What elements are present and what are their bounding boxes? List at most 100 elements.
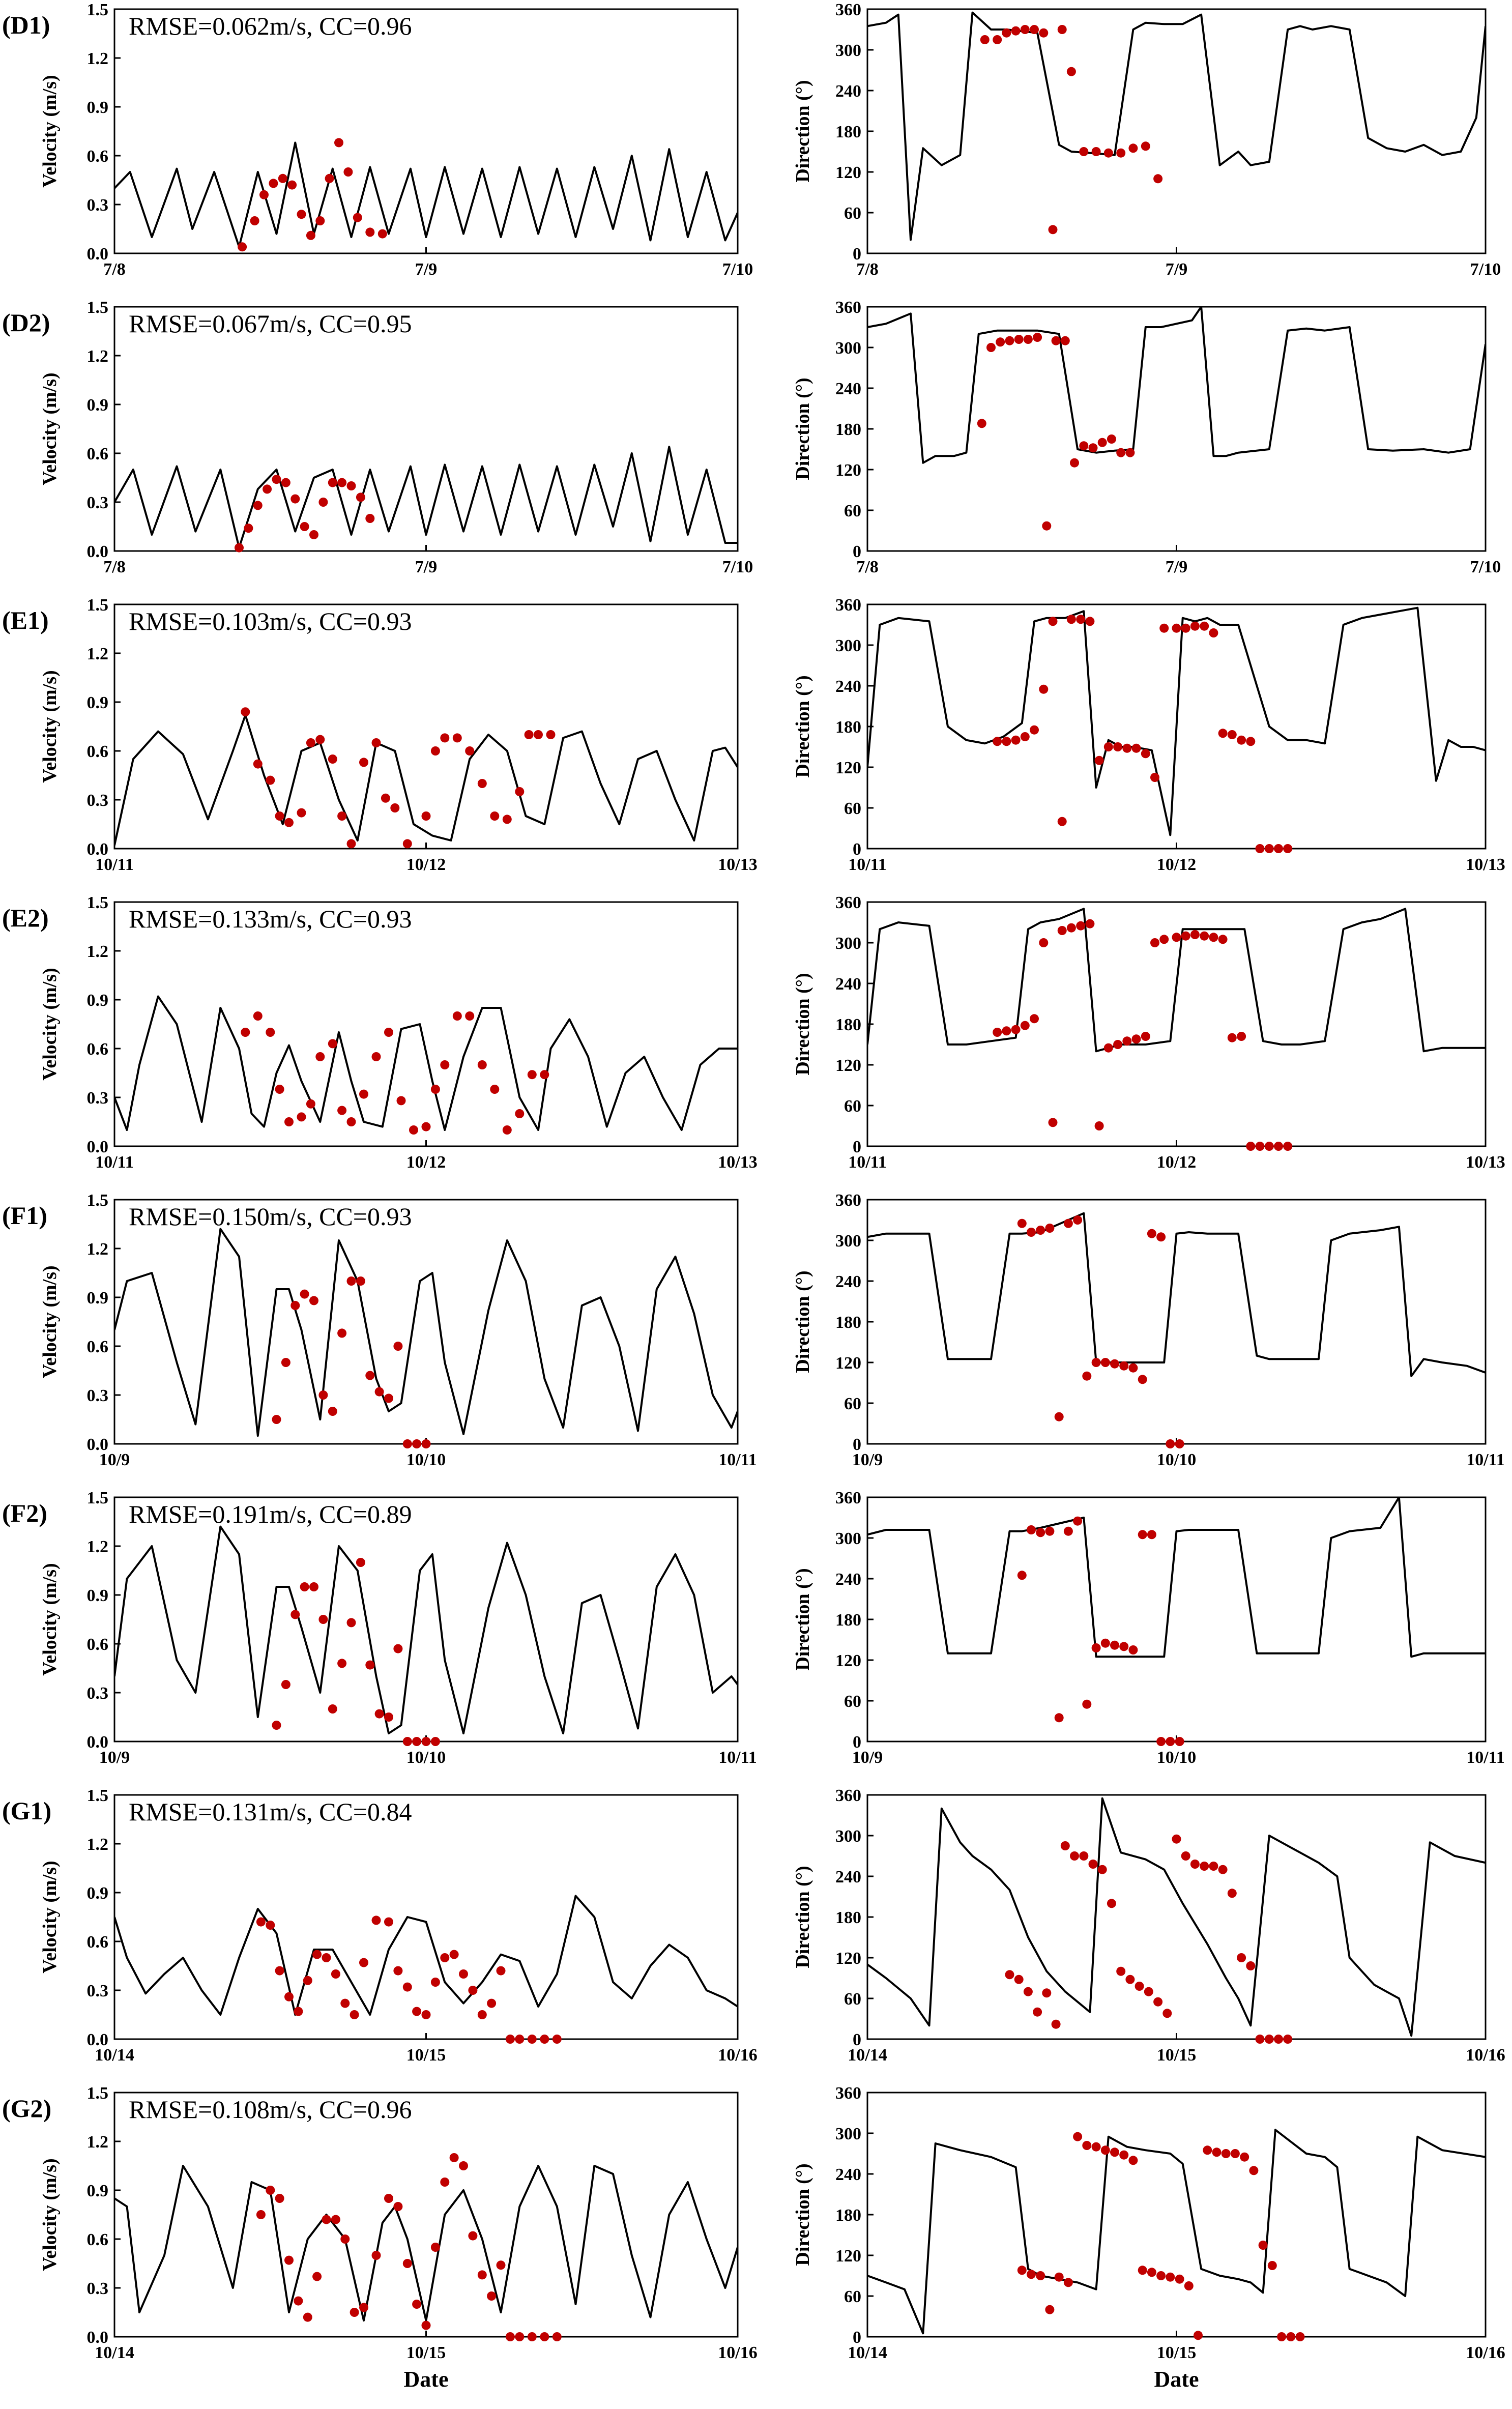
- observed-point: [284, 818, 294, 827]
- panel-F2-direction: 0 60 120 180 240 300 360 10/9 10/10 10/11 Directio…: [792, 1489, 1505, 1767]
- panel-E1-velocity: 0.0 0.3 0.6 0.9 1.2 1.5 10/11 10/12 10/13 Velocit…: [2, 596, 758, 874]
- observed-point: [1023, 335, 1033, 344]
- observed-point: [337, 1106, 347, 1115]
- y-tick-label: 240: [835, 1570, 861, 1589]
- observed-point: [253, 1011, 263, 1021]
- observed-point: [1110, 1359, 1119, 1369]
- observed-point: [1240, 2152, 1249, 2162]
- observed-point: [346, 481, 356, 490]
- y-tick-label: 60: [844, 1990, 861, 2009]
- observed-point: [312, 1950, 322, 1959]
- observed-point: [359, 1958, 368, 1967]
- observed-point: [1277, 2332, 1287, 2341]
- x-tick-label: 10/12: [406, 855, 446, 874]
- y-tick-label: 300: [835, 339, 861, 358]
- observed-point: [281, 1358, 290, 1367]
- observed-point: [534, 730, 543, 739]
- observed-point: [1113, 1040, 1123, 1049]
- observed-point: [1073, 1516, 1083, 1526]
- y-tick-label: 1.2: [87, 645, 109, 663]
- observed-point: [1246, 1961, 1256, 1970]
- y-tick-label: 0: [853, 1138, 861, 1156]
- observed-point: [1125, 1975, 1135, 1984]
- observed-point: [1085, 919, 1095, 928]
- x-tick-label: 10/15: [406, 2046, 446, 2065]
- observed-point: [1181, 623, 1190, 633]
- observed-point: [1045, 1526, 1055, 1536]
- y-tick-label: 0.6: [87, 1040, 109, 1059]
- y-tick-label: 1.2: [87, 2133, 109, 2152]
- observed-point: [346, 839, 356, 849]
- x-tick-label: 10/14: [848, 2343, 887, 2362]
- observed-point: [1063, 2278, 1073, 2287]
- observed-point: [1091, 1358, 1101, 1367]
- y-tick-label: 120: [835, 1354, 861, 1373]
- observed-point: [1156, 2271, 1166, 2280]
- metric-annotation: RMSE=0.150m/s, CC=0.93: [129, 1202, 412, 1231]
- y-axis-label: Direction (°): [792, 80, 813, 182]
- observed-point: [1014, 1975, 1024, 1984]
- observed-point: [540, 1070, 549, 1080]
- observed-point: [465, 746, 475, 756]
- observed-point: [306, 230, 315, 240]
- observed-point: [259, 190, 269, 199]
- observed-point: [977, 419, 986, 428]
- panel-E1-direction: 0 60 120 180 240 300 360 10/11 10/12 10/13 Directi…: [792, 596, 1505, 874]
- observed-point: [993, 1028, 1002, 1037]
- observed-point: [421, 2010, 431, 2019]
- observed-point: [1033, 333, 1042, 342]
- observed-point: [1119, 1642, 1129, 1651]
- observed-point: [540, 2035, 549, 2044]
- observed-point: [281, 478, 290, 487]
- observed-point: [1020, 25, 1030, 34]
- observed-point: [337, 1659, 347, 1668]
- observed-point: [1094, 756, 1104, 765]
- x-tick-label: 10/16: [1466, 2343, 1505, 2362]
- y-tick-label: 360: [835, 2084, 861, 2103]
- y-tick-label: 0.9: [87, 2182, 109, 2200]
- observed-point: [334, 138, 343, 148]
- observed-point: [315, 216, 325, 225]
- y-tick-label: 180: [835, 1908, 861, 1927]
- panel-label: (F2): [2, 1499, 47, 1527]
- y-tick-label: 0.6: [87, 147, 109, 166]
- observed-point: [1150, 938, 1159, 947]
- observed-point: [294, 2007, 303, 2016]
- observed-point: [381, 793, 390, 803]
- observed-point: [1131, 743, 1141, 753]
- observed-point: [1048, 1118, 1058, 1127]
- observed-point: [1264, 844, 1274, 853]
- observed-point: [297, 1112, 306, 1122]
- y-tick-label: 0.6: [87, 1933, 109, 1952]
- y-tick-label: 0: [853, 2328, 861, 2347]
- observed-point: [421, 811, 431, 821]
- x-tick-label: 10/9: [852, 1450, 883, 1469]
- plot-frame: [113, 2092, 739, 2338]
- y-tick-label: 0.3: [87, 1982, 109, 2000]
- simulated-series-line: [867, 1497, 1486, 1658]
- y-tick-label: 0.6: [87, 2230, 109, 2249]
- observed-point: [346, 1276, 356, 1286]
- observed-point: [297, 210, 306, 219]
- observed-point: [1100, 1358, 1110, 1367]
- x-tick-label: 10/11: [718, 1748, 757, 1767]
- y-tick-label: 1.5: [87, 298, 109, 317]
- observed-point: [371, 1915, 381, 1925]
- observed-point: [505, 2332, 515, 2341]
- observed-point: [1042, 1988, 1052, 1998]
- observed-point: [256, 1917, 266, 1927]
- observed-point: [1138, 2266, 1147, 2275]
- observed-point: [306, 738, 315, 747]
- observed-point: [1027, 1525, 1036, 1534]
- observed-point: [1011, 1025, 1021, 1034]
- observed-point: [1042, 521, 1052, 531]
- observed-point: [1082, 1699, 1092, 1709]
- x-tick-label: 10/10: [406, 1450, 446, 1469]
- observed-point: [1249, 2166, 1259, 2175]
- panel-F1-velocity: 0.0 0.3 0.6 0.9 1.2 1.5 10/9 10/10 10/11 Velocity…: [2, 1191, 757, 1469]
- observed-point: [1144, 1987, 1153, 1996]
- x-tick-label: 7/9: [415, 558, 437, 576]
- observed-point: [1212, 2147, 1222, 2157]
- observed-point: [235, 543, 244, 553]
- y-tick-label: 300: [835, 1529, 861, 1548]
